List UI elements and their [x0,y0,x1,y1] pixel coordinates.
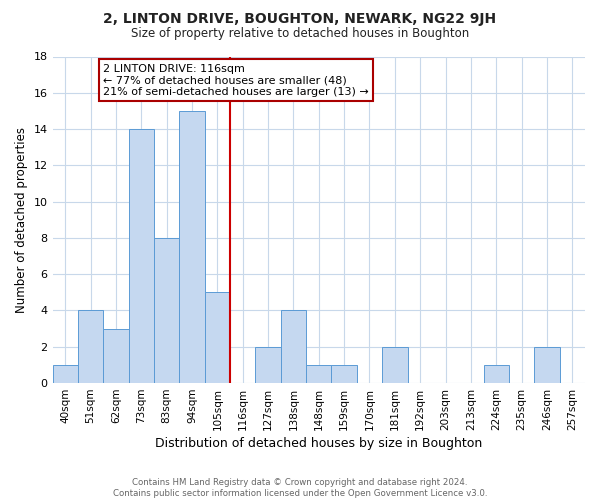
Bar [154,238,179,383]
Bar [382,347,407,383]
Bar [306,365,331,383]
Bar [103,328,128,383]
Bar [53,365,78,383]
Bar [331,365,357,383]
Bar [534,347,560,383]
Bar [484,365,509,383]
Bar [128,129,154,383]
Bar [256,347,281,383]
Text: 2, LINTON DRIVE, BOUGHTON, NEWARK, NG22 9JH: 2, LINTON DRIVE, BOUGHTON, NEWARK, NG22 … [103,12,497,26]
Bar [78,310,103,383]
X-axis label: Distribution of detached houses by size in Boughton: Distribution of detached houses by size … [155,437,482,450]
Y-axis label: Number of detached properties: Number of detached properties [15,127,28,313]
Bar [281,310,306,383]
Text: Contains HM Land Registry data © Crown copyright and database right 2024.
Contai: Contains HM Land Registry data © Crown c… [113,478,487,498]
Text: Size of property relative to detached houses in Boughton: Size of property relative to detached ho… [131,28,469,40]
Text: 2 LINTON DRIVE: 116sqm
← 77% of detached houses are smaller (48)
21% of semi-det: 2 LINTON DRIVE: 116sqm ← 77% of detached… [103,64,369,97]
Bar [205,292,230,383]
Bar [179,111,205,383]
